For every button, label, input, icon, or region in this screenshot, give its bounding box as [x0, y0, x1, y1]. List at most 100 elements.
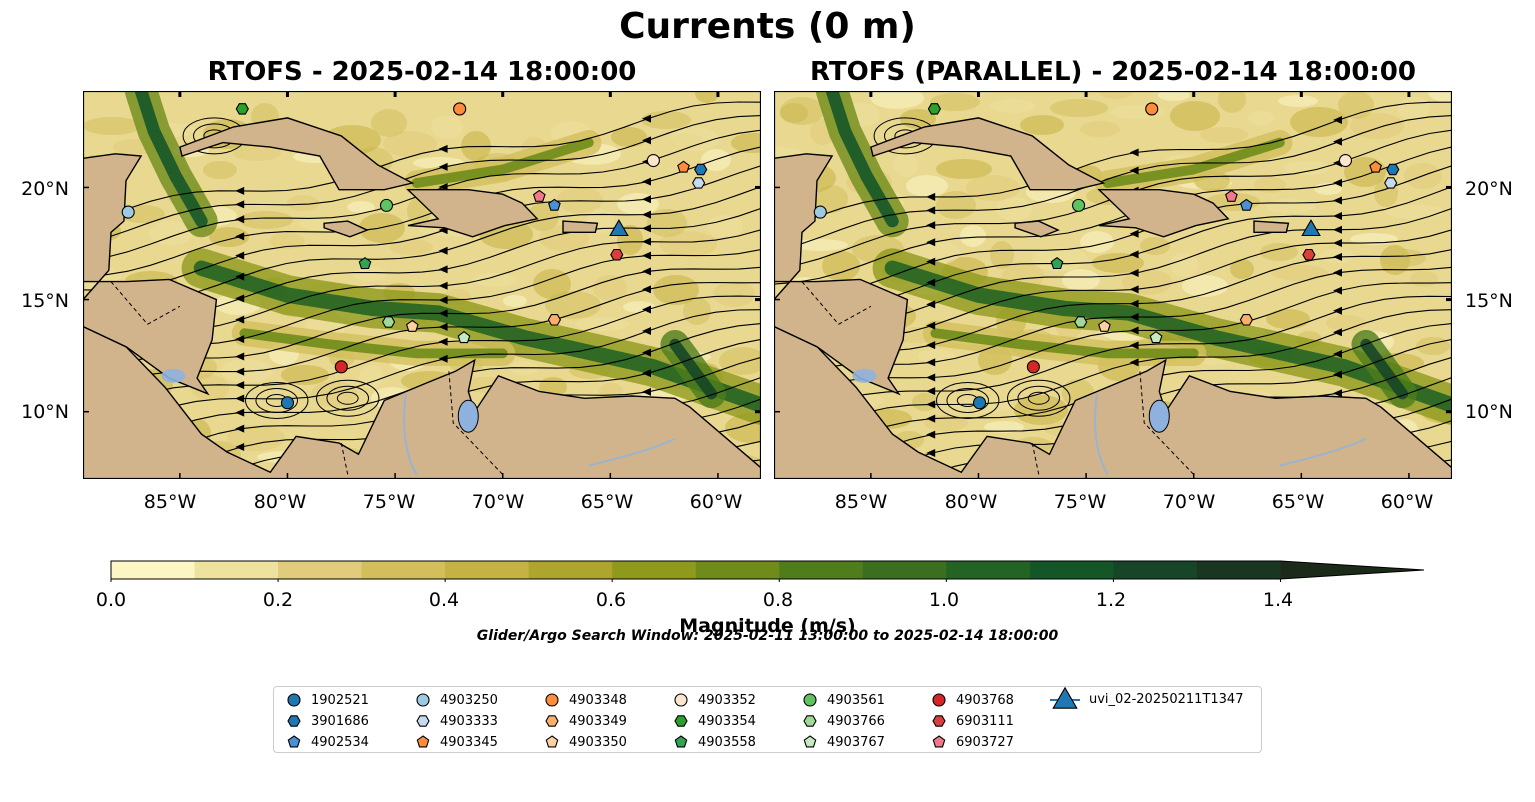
legend-symbol [803, 715, 817, 727]
legend-label: 4903768 [956, 692, 1014, 708]
legend-label: 4903345 [440, 734, 498, 750]
legend-marker-4903348 [545, 693, 559, 707]
streamline-arrow [235, 272, 245, 281]
colorbar-bin [445, 561, 530, 579]
speed-patch [653, 275, 699, 305]
colorbar [110, 560, 1425, 582]
legend-symbol [416, 715, 430, 727]
eddy-streamline [1007, 379, 1071, 417]
legend-item-4902534: 4902534 [286, 732, 369, 752]
lon-tick-75w-left: 75°W [362, 491, 416, 513]
speed-patch [996, 197, 1032, 221]
legend-marker-4903768 [932, 693, 946, 707]
speed-patch [563, 295, 599, 311]
country-border [110, 281, 181, 325]
eddy-streamline [336, 391, 359, 405]
speed-patch [1230, 259, 1254, 279]
speed-patch [1254, 177, 1286, 193]
speed-patch [647, 209, 687, 237]
streamline-arrow [642, 136, 651, 145]
speed-patch [731, 133, 761, 153]
streamline-arrow [642, 387, 651, 396]
legend-triangle [1052, 686, 1078, 709]
platform-marker-4903767 [457, 331, 471, 344]
current-band-core [239, 328, 508, 359]
legend-item-6903727: 6903727 [931, 732, 1014, 752]
legend-marker-4903352 [674, 693, 688, 707]
legend-label: 4903349 [569, 713, 627, 729]
streamline-arrow [1333, 252, 1342, 261]
speed-patch [281, 365, 329, 385]
speed-patch [533, 269, 571, 299]
legend-symbol [674, 735, 688, 748]
speed-patch [503, 295, 527, 307]
speed-patch [780, 97, 824, 125]
lake-maracaibo [1148, 399, 1170, 433]
platform-marker-4903354 [927, 103, 942, 115]
speed-patch [461, 131, 491, 161]
speed-patch [1182, 275, 1228, 297]
speed-patch [713, 281, 755, 307]
streamline-arrow [1129, 358, 1139, 367]
land-hispaniola [406, 188, 539, 238]
lon-tick-60w-right: 60°W [1380, 491, 1434, 513]
legend-symbol [545, 735, 559, 748]
platform-marker-4903558 [358, 257, 372, 270]
search-window-text: Glider/Argo Search Window: 2025-02-11 13… [476, 628, 1059, 644]
speed-patch [1200, 127, 1248, 143]
lon-tick-80w-right: 80°W [944, 491, 998, 513]
streamline-arrow [438, 296, 448, 305]
legend-label: 4903558 [698, 734, 756, 750]
streamline-arrow [235, 251, 245, 260]
streamline-arrow [235, 381, 245, 390]
platform-marker-4903768 [334, 360, 348, 374]
streamline-arrow [1333, 389, 1342, 398]
legend-label: uvi_02-20250211T1347 [1089, 691, 1244, 707]
speed-patch [191, 375, 229, 401]
speed-patch [1386, 205, 1444, 219]
streamline-arrow [642, 177, 651, 186]
colorbar-bin [612, 561, 697, 579]
eddy-streamline [1027, 391, 1050, 405]
land-puertorico [562, 220, 599, 234]
legend-marker-uvi_02-20250211T1347 [1050, 686, 1080, 709]
streamline-arrow [438, 354, 448, 363]
speed-patch [822, 251, 860, 281]
legend-item-4903250: 4903250 [415, 690, 498, 710]
platform-marker-6903111 [1302, 248, 1316, 261]
streamline-arrow [438, 309, 448, 318]
streamline-arrow [1129, 299, 1139, 308]
platform-marker-uvi_02-20250211T1347 [609, 219, 629, 237]
speed-patch [83, 117, 141, 135]
legend-marker-1902521 [287, 693, 301, 707]
speed-patch [371, 109, 407, 137]
legend-symbol [287, 715, 301, 727]
legend-item-1902521: 1902521 [286, 690, 369, 710]
legend-label: 6903111 [956, 713, 1014, 729]
legend-label: 4903333 [440, 713, 498, 729]
eddy-streamline [936, 382, 1000, 420]
streamline-arrow [1333, 306, 1342, 315]
legend-item-4903558: 4903558 [673, 732, 756, 752]
legend-item-6903111: 6903111 [931, 711, 1014, 731]
land-cuba [870, 117, 1106, 191]
streamline-arrow [642, 369, 651, 378]
speed-patch [1272, 265, 1328, 281]
legend-label: 4903350 [569, 734, 627, 750]
legend-marker-4903250 [416, 693, 430, 707]
speed-patch [1170, 101, 1220, 131]
colorbar-tick-0.4: 0.4 [428, 589, 460, 611]
platform-marker-4903348 [1145, 102, 1159, 116]
streamline-arrow [642, 348, 651, 357]
legend-label: 4902534 [311, 734, 369, 750]
country-border [801, 281, 872, 325]
speed-patch [473, 273, 515, 287]
streamline-arrow [1129, 250, 1139, 259]
streamline-arrow [438, 162, 448, 171]
colorbar-bin [946, 561, 1031, 579]
legend-item-4903333: 4903333 [415, 711, 498, 731]
streamline-arrow [438, 322, 448, 331]
streamline-arrow [1129, 341, 1139, 350]
streamline-arrow [1129, 326, 1139, 335]
legend-label: 4903250 [440, 692, 498, 708]
